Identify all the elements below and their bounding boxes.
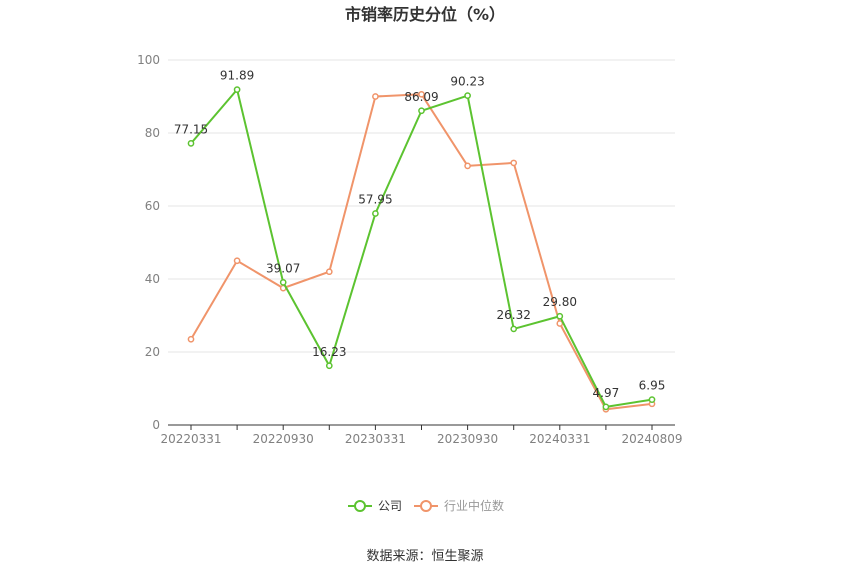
data-point (233, 86, 241, 93)
data-label: 90.23 (450, 75, 484, 89)
series-line-0 (190, 87, 653, 408)
data-point (510, 159, 518, 167)
data-label: 39.07 (266, 261, 300, 275)
data-point (187, 140, 195, 147)
y-tick-label: 80 (145, 126, 160, 140)
data-point (233, 257, 241, 265)
data-label: 26.32 (497, 308, 531, 322)
x-tick-label: 20220331 (160, 432, 221, 446)
data-label: 86.09 (404, 90, 438, 104)
data-label: 91.89 (220, 69, 254, 83)
data-point (325, 268, 333, 276)
data-point (279, 279, 287, 286)
y-tick-label: 100 (137, 53, 160, 67)
data-point (464, 92, 471, 100)
data-label: 77.15 (174, 122, 208, 136)
legend-item-industry[interactable]: 行业中位数 (414, 498, 504, 513)
data-point (372, 210, 379, 217)
data-label: 57.95 (358, 192, 392, 206)
y-tick-label: 40 (145, 272, 160, 286)
series-lines (187, 86, 656, 413)
data-point (556, 312, 564, 320)
data-point (372, 93, 379, 100)
legend-marker-industry (420, 500, 432, 512)
data-point (187, 335, 195, 343)
x-tick-label: 20220930 (253, 432, 314, 446)
data-labels: 77.15 91.89 39.07 16.23 57.95 86.09 90.23 26.32… (174, 69, 666, 400)
grid (168, 59, 675, 353)
x-tick-label: 20240809 (621, 432, 682, 446)
data-point (510, 325, 518, 333)
legend: 公司 行业中位数 (348, 498, 504, 513)
y-axis: 0 20 40 60 80 100 (137, 53, 160, 432)
data-point (602, 403, 610, 411)
legend-item-company[interactable]: 公司 (348, 499, 402, 513)
legend-marker-company (354, 500, 366, 512)
y-tick-label: 0 (152, 418, 160, 432)
x-tick-group: 20220331 20220930 20230331 20230930 20240331… (160, 425, 683, 446)
legend-label-company: 公司 (378, 499, 402, 513)
x-tick-label: 20240331 (529, 432, 590, 446)
data-label: 6.95 (639, 379, 666, 393)
data-point (418, 90, 425, 98)
data-label: 16.23 (312, 345, 346, 359)
y-tick-label: 20 (145, 345, 160, 359)
x-tick-label: 20230930 (437, 432, 498, 446)
data-label: 4.97 (593, 386, 620, 400)
x-tick-label: 20230331 (345, 432, 406, 446)
y-tick-label: 60 (145, 199, 160, 213)
data-source: 数据来源：恒生聚源 (366, 549, 483, 564)
data-point (648, 396, 656, 403)
data-point (464, 162, 471, 170)
data-point (325, 362, 333, 370)
data-point (418, 107, 425, 115)
chart-title: 市销率历史分位（%） (345, 5, 505, 24)
data-label: 29.80 (543, 295, 577, 309)
legend-label-industry: 行业中位数 (444, 498, 504, 513)
